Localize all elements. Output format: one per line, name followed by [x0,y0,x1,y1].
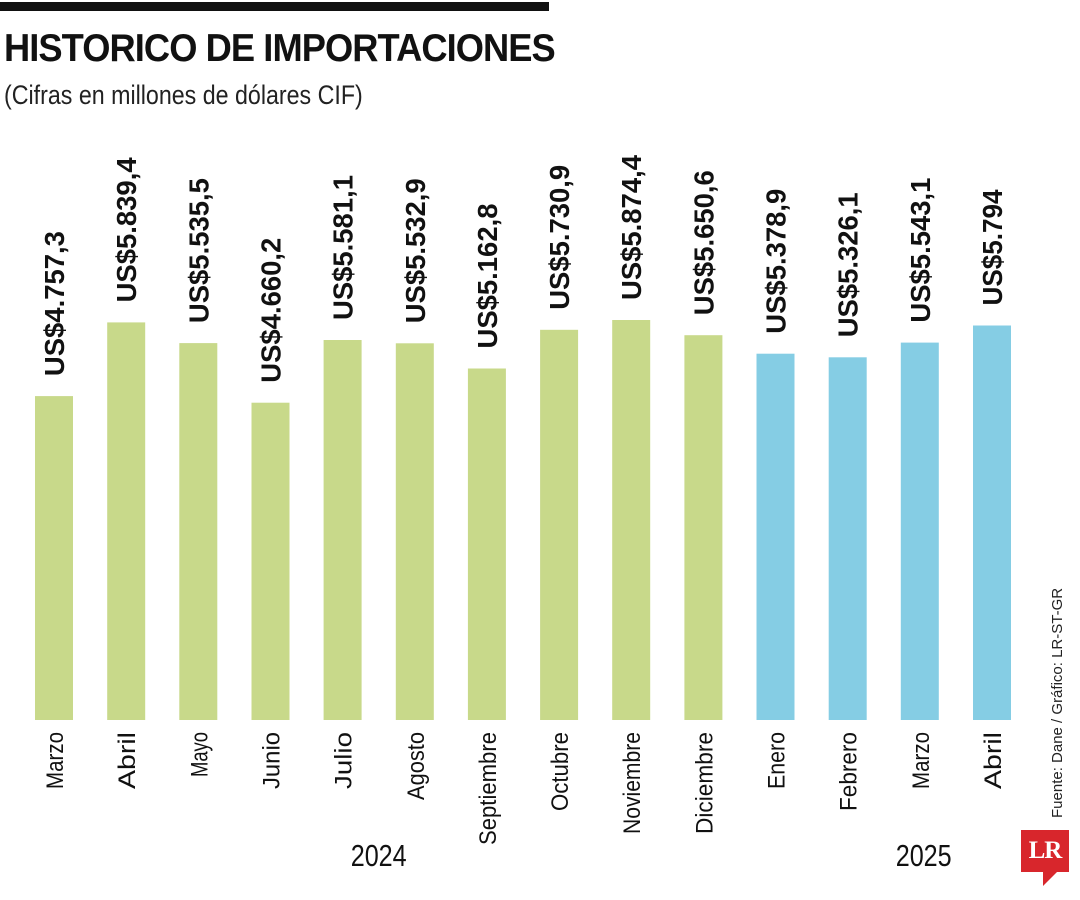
category-label-5: Julio [331,732,358,789]
bar-value-label-4: US$4.660,2 [256,238,287,383]
category-label-6: Agosto [403,732,430,800]
category-label-2: Abril [114,732,141,789]
bar-value-label-10: US$5.650,6 [688,170,719,315]
bar-14 [973,325,1011,720]
bar-value-label-13: US$5.543,1 [905,178,936,323]
year-label-2024: 2024 [351,838,407,873]
bar-1 [35,396,73,720]
bar-value-label-11: US$5.378,9 [761,189,792,334]
lr-logo-tail [1043,871,1058,886]
bar-value-label-9: US$5.874,4 [616,155,647,300]
bar-11 [756,353,795,720]
bar-4 [251,402,290,720]
year-label-2025: 2025 [896,838,952,873]
bar-value-label-14: US$5.794 [977,189,1008,305]
bar-value-label-7: US$5.162,8 [472,203,503,348]
bar-13 [900,342,939,720]
bar-9 [612,320,651,720]
category-label-10: Diciembre [691,732,718,834]
bar-value-label-1: US$4.757,3 [39,231,70,376]
bar-10 [684,335,723,720]
top-rule [0,2,549,11]
category-label-12: Febrero [836,732,863,811]
bar-2 [107,322,146,720]
chart-subtitle: (Cifras en millones de dólares CIF) [4,80,363,110]
bar-7 [467,368,506,720]
category-label-8: Octubre [547,732,574,811]
bar-value-label-8: US$5.730,9 [544,165,575,310]
source-note: Fuente: Dane / Gráfico: LR-ST-GR [1049,587,1066,818]
category-label-9: Noviembre [619,732,646,834]
category-label-1: Marzo [42,732,69,789]
bar-5 [323,340,362,720]
category-label-3: Mayo [186,732,213,777]
bar-3 [179,343,218,720]
bar-value-label-2: US$5.839,4 [111,157,142,302]
category-label-14: Abril [980,732,1007,789]
category-label-11: Enero [764,732,791,789]
bar-value-label-5: US$5.581,1 [328,175,359,320]
bar-12 [828,357,867,720]
bar-value-label-6: US$5.532,9 [400,178,431,323]
bar-8 [540,329,579,720]
category-label-4: Junio [259,732,286,789]
chart-title: HISTORICO DE IMPORTACIONES [4,27,556,70]
category-label-13: Marzo [908,732,935,789]
lr-logo: LR [1021,830,1069,872]
bar-6 [395,343,434,720]
category-label-7: Septiembre [475,732,502,845]
bar-value-label-3: US$5.535,5 [183,178,214,323]
bar-value-label-12: US$5.326,1 [833,192,864,337]
